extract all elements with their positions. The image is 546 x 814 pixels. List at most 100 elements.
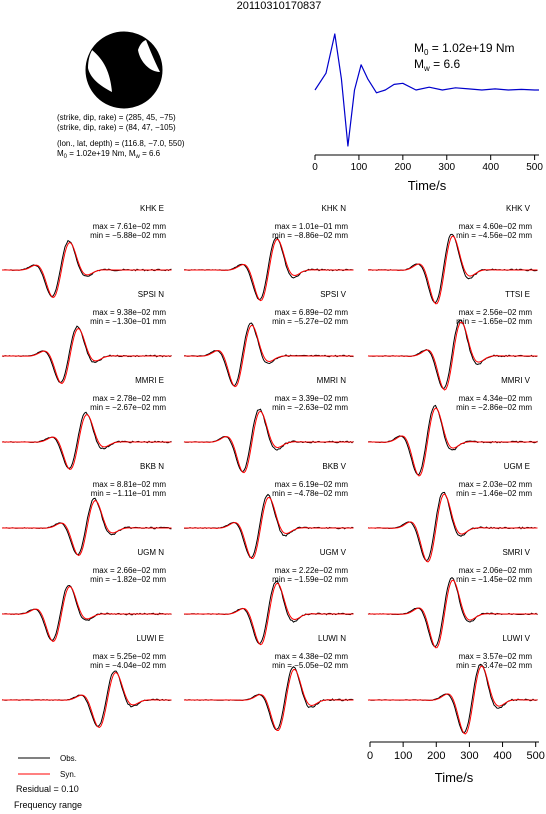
station-min: min = −5.27e−02 mm bbox=[272, 317, 348, 326]
station-name: TTSI E bbox=[505, 290, 530, 299]
station-min: min = −1.59e−02 mm bbox=[272, 575, 348, 584]
plane2-text: (strike, dip, rake) = (84, 47, −105) bbox=[57, 123, 176, 132]
synthetic-trace bbox=[184, 324, 354, 388]
synthetic-trace bbox=[2, 241, 172, 299]
stf-m0-text: M0 = 1.02e+19 Nm bbox=[414, 41, 515, 57]
synthetic-trace bbox=[368, 579, 538, 649]
moment-text: M0 = 1.02e+19 Nm, Mw = 6.6 bbox=[57, 149, 161, 160]
source-time-function-panel: M0 = 1.02e+19 Nm Mw = 6.6 Time/s 0 100 200… bbox=[312, 33, 543, 193]
synthetic-trace bbox=[184, 668, 354, 732]
frequency-range-text: Frequency range bbox=[14, 800, 82, 810]
station-min: min = −4.56e−02 mm bbox=[456, 231, 532, 240]
station-min: min = −1.65e−02 mm bbox=[456, 317, 532, 326]
location-text: (lon., lat, depth) = (116.8, −7.0, 550) bbox=[57, 139, 185, 148]
station-min: min = −5.05e−02 mm bbox=[272, 661, 348, 670]
plane1-text: (strike, dip, rake) = (285, 45, −75) bbox=[57, 113, 176, 122]
synthetic-trace bbox=[184, 410, 354, 474]
synthetic-trace bbox=[2, 327, 172, 385]
stf-xtick-label: 200 bbox=[394, 162, 411, 173]
legend-syn-label: Syn. bbox=[60, 770, 76, 779]
station-name: MMRI V bbox=[501, 376, 531, 385]
station-max: max = 3.39e−02 mm bbox=[275, 394, 349, 403]
station-max: max = 1.01e−01 mm bbox=[275, 222, 349, 231]
station-max: max = 3.57e−02 mm bbox=[459, 652, 533, 661]
stf-curve bbox=[314, 33, 539, 147]
station-max: max = 8.81e−02 mm bbox=[93, 480, 167, 489]
station-min: min = −1.11e−01 mm bbox=[91, 489, 167, 498]
observed-trace bbox=[183, 322, 354, 387]
station-name: LUWI E bbox=[136, 634, 164, 643]
synthetic-trace bbox=[184, 496, 354, 560]
station-max: max = 2.22e−02 mm bbox=[275, 566, 349, 575]
bottom-xtick-label: 0 bbox=[367, 750, 373, 762]
synthetic-trace bbox=[2, 499, 172, 557]
mechanism-text: (strike, dip, rake) = (285, 45, −75) (st… bbox=[57, 113, 185, 160]
observed-trace bbox=[1, 497, 172, 556]
synthetic-trace bbox=[368, 665, 538, 735]
station-min: min = −2.86e−02 mm bbox=[456, 403, 532, 412]
station-min: min = −5.88e−02 mm bbox=[90, 231, 166, 240]
figure-title: 20110310170837 bbox=[237, 0, 322, 12]
station-name: UGM N bbox=[137, 548, 164, 557]
observed-trace bbox=[183, 666, 354, 731]
station-max: max = 4.38e−02 mm bbox=[275, 652, 349, 661]
station-min: min = −1.45e−02 mm bbox=[456, 575, 532, 584]
station-min: min = −1.30e−01 mm bbox=[90, 317, 166, 326]
observed-trace bbox=[1, 411, 172, 469]
station-max: max = 4.60e−02 mm bbox=[459, 222, 533, 231]
station-min: min = −8.86e−02 mm bbox=[272, 231, 348, 240]
station-name: SMRI V bbox=[502, 548, 530, 557]
synthetic-trace bbox=[2, 585, 172, 643]
station-max: max = 6.19e−02 mm bbox=[275, 480, 349, 489]
bottom-time-axis: Time/s 0 100 200 300 400 500 bbox=[367, 741, 545, 785]
synthetic-trace bbox=[2, 671, 172, 728]
bottom-xtick-label: 100 bbox=[394, 750, 412, 762]
station-name: UGM E bbox=[504, 462, 530, 471]
bottom-xtick-label: 200 bbox=[427, 750, 445, 762]
synthetic-trace bbox=[184, 582, 354, 646]
station-name: LUWI V bbox=[502, 634, 530, 643]
synthetic-trace bbox=[184, 238, 354, 302]
station-max: max = 2.66e−02 mm bbox=[93, 566, 167, 575]
station-max: max = 6.89e−02 mm bbox=[275, 308, 349, 317]
bottom-xtick-label: 500 bbox=[527, 750, 545, 762]
station-name: KHK V bbox=[506, 204, 531, 213]
stf-mw-text: Mw = 6.6 bbox=[414, 57, 460, 73]
station-min: min = −2.63e−02 mm bbox=[272, 403, 348, 412]
station-min: min = −3.47e−02 mm bbox=[456, 661, 532, 670]
bottom-xlabel: Time/s bbox=[435, 770, 474, 785]
residual-text: Residual = 0.10 bbox=[16, 784, 79, 794]
station-name: MMRI N bbox=[317, 376, 347, 385]
station-min: min = −2.67e−02 mm bbox=[90, 403, 166, 412]
synthetic-trace bbox=[368, 235, 538, 305]
station-max: max = 5.25e−02 mm bbox=[93, 652, 167, 661]
station-min: min = −4.78e−02 mm bbox=[272, 489, 348, 498]
legend-obs-label: Obs. bbox=[60, 754, 77, 763]
stf-xtick-label: 300 bbox=[438, 162, 455, 173]
synthetic-trace bbox=[2, 414, 172, 470]
observed-trace bbox=[1, 325, 172, 384]
station-name: BKB N bbox=[140, 462, 164, 471]
station-max: max = 2.78e−02 mm bbox=[93, 394, 167, 403]
station-name: SPSI V bbox=[320, 290, 346, 299]
station-min: min = −1.82e−02 mm bbox=[90, 575, 166, 584]
station-name: KHK N bbox=[322, 204, 347, 213]
synthetic-trace bbox=[368, 407, 538, 477]
focal-mechanism-beachball bbox=[85, 31, 163, 109]
